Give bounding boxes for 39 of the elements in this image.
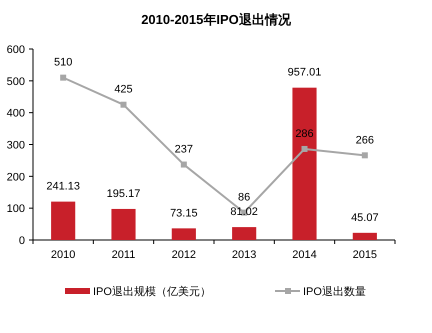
y-tick-label: 600: [6, 44, 25, 56]
x-tick-label: 2014: [292, 249, 317, 261]
point: [180, 162, 187, 168]
legend-label: IPO退出数量: [303, 285, 366, 298]
bar: [111, 208, 136, 240]
data-label: 73.15: [170, 207, 198, 220]
data-label: 241.13: [46, 180, 80, 193]
data-label: 510: [54, 56, 72, 69]
y-tick-label: 200: [6, 171, 25, 184]
data-label: 237: [174, 144, 194, 156]
x-tick-label: 2013: [232, 249, 256, 261]
point: [120, 102, 126, 108]
data-label: 957.01: [288, 66, 322, 79]
data-label: 266: [356, 134, 374, 146]
y-tick-label: 0: [18, 235, 25, 247]
x-tick-label: 2011: [112, 249, 136, 261]
point: [60, 74, 66, 81]
bar: [352, 232, 377, 240]
x-tick-label: 2012: [172, 249, 196, 261]
y-tick-label: 300: [6, 140, 25, 152]
bar: [232, 227, 256, 240]
bar: [292, 88, 317, 240]
data-label: 425: [114, 84, 133, 96]
data-label: 195.17: [106, 188, 140, 200]
bar: [172, 228, 196, 240]
data-label: 86: [238, 192, 250, 204]
y-tick-label: 500: [6, 76, 25, 88]
y-tick-label: 400: [6, 108, 25, 120]
data-label: 286: [295, 128, 314, 140]
x-tick-label: 2010: [50, 249, 76, 261]
point: [362, 152, 368, 158]
x-tick-label: 2015: [352, 249, 378, 261]
y-tick-label: 100: [6, 203, 25, 216]
point: [302, 146, 308, 152]
data-label: 45.07: [351, 212, 379, 224]
data-label: 81.02: [230, 206, 258, 218]
bar: [51, 202, 76, 240]
chart-title: 2010-2015年IPO退出情况: [141, 12, 292, 27]
legend-label: IPO退出规模（亿美元）: [93, 285, 211, 298]
